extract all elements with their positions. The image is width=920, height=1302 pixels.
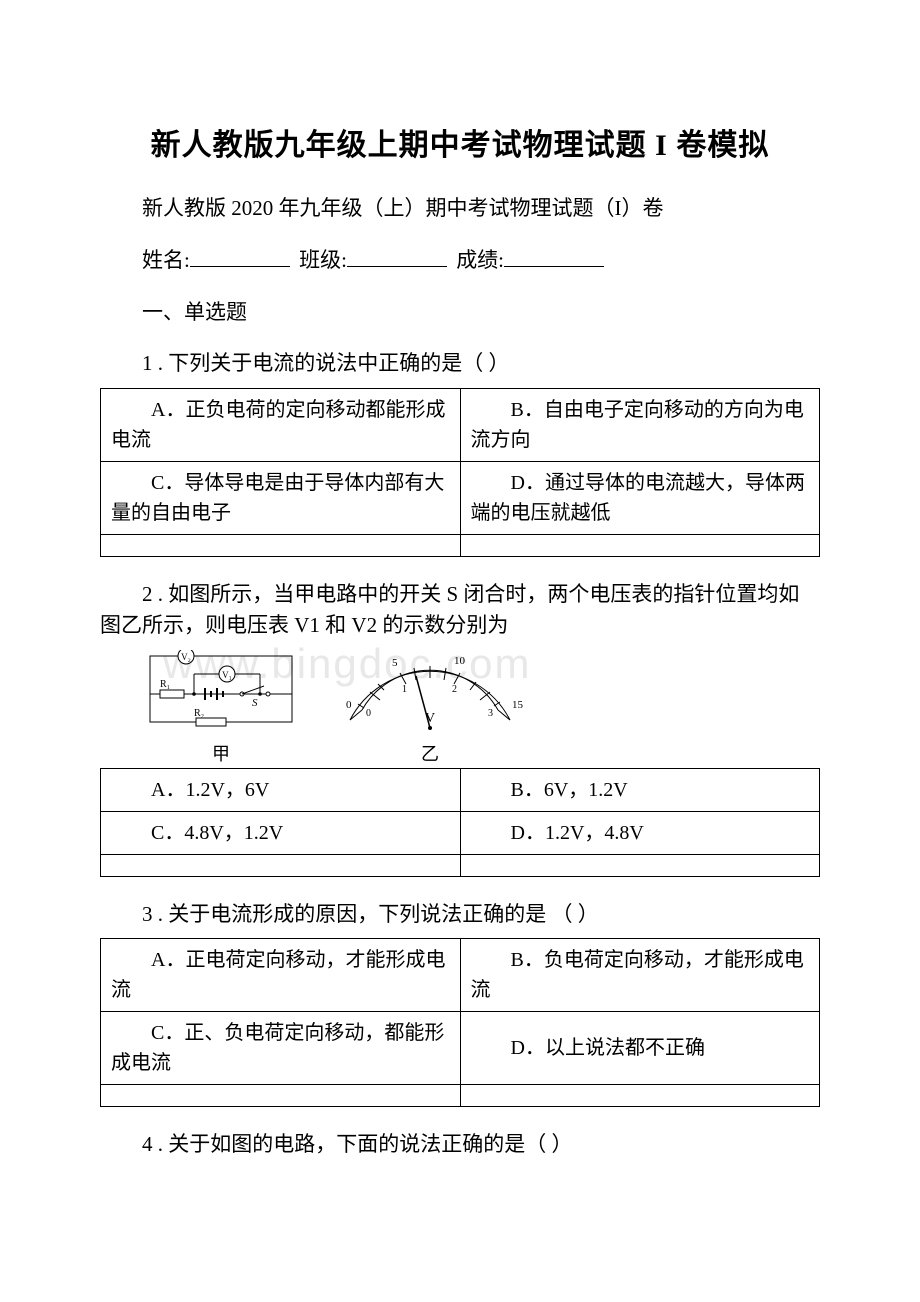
q2-meter-figure: 0 5 10 15 0 1 2 3 V 乙 [330, 650, 530, 766]
r2-label: R₂ [194, 708, 204, 719]
q2-option-a[interactable]: A．1.2V，6V [101, 768, 461, 811]
subtitle: 新人教版 2020 年九年级（上）期中考试物理试题（I）卷 [100, 192, 820, 222]
q3-option-c[interactable]: C．正、负电荷定向移动，都能形成电流 [101, 1012, 461, 1085]
meter-outer-0: 0 [346, 699, 352, 711]
class-blank[interactable] [347, 244, 447, 267]
q1-option-b[interactable]: B．自由电子定向移动的方向为电流方向 [460, 388, 820, 461]
q3-option-d[interactable]: D．以上说法都不正确 [460, 1012, 820, 1085]
s-label: S [252, 697, 258, 709]
meter-outer-10: 10 [454, 655, 466, 667]
q3-stem: 3 . 关于电流形成的原因，下列说法正确的是 （ ） [100, 899, 820, 931]
section-1-header: 一、单选题 [100, 296, 820, 326]
q2-option-c[interactable]: C．4.8V，1.2V [101, 811, 461, 854]
q4-stem: 4 . 关于如图的电路，下面的说法正确的是（ ） [100, 1129, 820, 1161]
score-blank[interactable] [504, 244, 604, 267]
q1-option-c[interactable]: C．导体导电是由于导体内部有大量的自由电子 [101, 461, 461, 534]
meter-unit: V [425, 711, 435, 726]
q2-caption-left: 甲 [142, 740, 300, 766]
q2-option-b[interactable]: B．6V，1.2V [460, 768, 820, 811]
q1-empty-cell [101, 534, 461, 556]
q2-caption-right: 乙 [330, 740, 530, 766]
q1-options-table: A．正负电荷的定向移动都能形成电流 B．自由电子定向移动的方向为电流方向 C．导… [100, 388, 820, 557]
meter-outer-15: 15 [512, 699, 524, 711]
q1-option-d[interactable]: D．通过导体的电流越大，导体两端的电压就越低 [460, 461, 820, 534]
q1-option-a[interactable]: A．正负电荷的定向移动都能形成电流 [101, 388, 461, 461]
q1-stem: 1 . 下列关于电流的说法中正确的是（ ） [100, 348, 820, 380]
q3-option-b[interactable]: B．负电荷定向移动，才能形成电流 [460, 939, 820, 1012]
name-blank[interactable] [190, 244, 290, 267]
voltmeter-svg: 0 5 10 15 0 1 2 3 V [330, 650, 530, 738]
q3-option-a[interactable]: A．正电荷定向移动，才能形成电流 [101, 939, 461, 1012]
q2-stem: 2 . 如图所示，当甲电路中的开关 S 闭合时，两个电压表的指针位置均如图乙所示… [100, 579, 820, 642]
q3-options-table: A．正电荷定向移动，才能形成电流 B．负电荷定向移动，才能形成电流 C．正、负电… [100, 938, 820, 1107]
class-label: 班级: [299, 248, 347, 272]
q1-empty-cell [460, 534, 820, 556]
v1-label: V₁ [222, 670, 232, 680]
circuit-svg: V₂ V₁ R₁ S [142, 650, 300, 738]
meter-inner-2: 2 [452, 684, 457, 695]
q2-circuit-figure: V₂ V₁ R₁ S [142, 650, 300, 766]
meter-inner-0: 0 [366, 708, 371, 719]
student-meta-line: 姓名: 班级: 成绩: [100, 244, 820, 274]
name-label: 姓名: [142, 248, 190, 272]
score-label: 成绩: [456, 248, 504, 272]
meter-inner-1: 1 [402, 684, 407, 695]
q2-empty-cell [101, 854, 461, 876]
q3-empty-cell [101, 1085, 461, 1107]
meter-outer-5: 5 [392, 657, 398, 669]
q3-empty-cell [460, 1085, 820, 1107]
meter-inner-3: 3 [488, 708, 493, 719]
r1-label: R₁ [160, 679, 170, 690]
page-title: 新人教版九年级上期中考试物理试题 I 卷模拟 [100, 120, 820, 164]
q2-option-d[interactable]: D．1.2V，4.8V [460, 811, 820, 854]
q2-options-table: A．1.2V，6V B．6V，1.2V C．4.8V，1.2V D．1.2V，4… [100, 768, 820, 877]
q2-figure-row: V₂ V₁ R₁ S [142, 650, 820, 766]
v2-label: V₂ [181, 652, 191, 662]
q2-empty-cell [460, 854, 820, 876]
